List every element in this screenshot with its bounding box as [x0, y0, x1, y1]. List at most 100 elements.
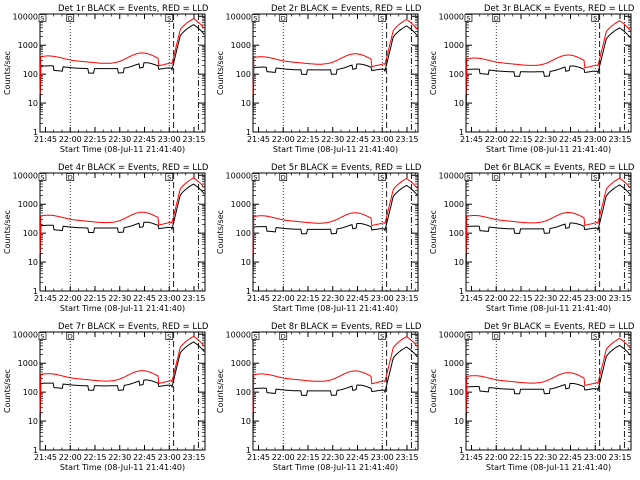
y-tick-label: 100: [236, 229, 251, 238]
series-lld: [39, 177, 205, 254]
x-tick-label: 22:00: [59, 135, 82, 144]
marker-box: [66, 173, 75, 181]
x-tick-label: 21:45: [460, 135, 483, 144]
y-axis-label: Counts/sec: [429, 210, 438, 254]
x-tick-label: 22:15: [509, 135, 532, 144]
y-tick-label: 1: [33, 446, 38, 455]
x-tick-label: 23:15: [395, 294, 418, 303]
x-tick-label: 22:15: [296, 453, 319, 462]
x-tick-label: 21:45: [34, 453, 57, 462]
x-tick-label: 23:00: [584, 135, 607, 144]
marker-box-label: D: [281, 174, 286, 182]
series-lld: [252, 336, 418, 413]
y-tick-label: 10000: [439, 330, 464, 339]
x-tick-label: 22:15: [296, 294, 319, 303]
y-tick-label: 10000: [13, 330, 38, 339]
y-tick-label: 1: [246, 287, 251, 296]
panel-8: Det 8r BLACK = Events, RED = LLD 1 10 100 10…: [216, 322, 422, 472]
y-tick-label: 10: [241, 417, 251, 426]
marker-box: [464, 14, 473, 22]
marker-box-label: S: [380, 15, 384, 23]
x-tick-label: 22:30: [321, 294, 344, 303]
marker-box: [591, 14, 600, 22]
panel-1: Det 1r BLACK = Events, RED = LLD 1 10 100 10…: [3, 4, 209, 154]
marker-box-label: S: [466, 15, 470, 23]
marker-box-label: S: [253, 174, 257, 182]
x-tick-label: 23:15: [182, 294, 205, 303]
x-tick-label: 21:45: [247, 453, 270, 462]
x-tick-label: 22:15: [509, 453, 532, 462]
series-lld: [252, 18, 418, 95]
x-tick-label: 23:15: [608, 294, 631, 303]
y-tick-label: 1000: [231, 359, 251, 368]
plot-frame: [39, 331, 206, 451]
x-tick-label: 23:00: [371, 453, 394, 462]
series-events: [39, 341, 205, 437]
x-tick-label: 22:00: [59, 453, 82, 462]
marker-box-label: S: [253, 333, 257, 341]
marker-box-label: S: [380, 333, 384, 341]
marker-box: [378, 14, 387, 22]
marker-box: [38, 332, 47, 340]
panel-6: Det 6r BLACK = Events, RED = LLD 1 10 100 10…: [429, 163, 635, 313]
panel-3: Det 3r BLACK = Events, RED = LLD 1 10 100 10…: [429, 4, 635, 154]
marker-box: [165, 332, 174, 340]
y-tick-label: 100: [23, 388, 38, 397]
marker-box: [38, 14, 47, 22]
x-tick-label: 22:45: [133, 453, 156, 462]
y-tick-label: 10: [28, 99, 38, 108]
panel-title: Det 9r BLACK = Events, RED = LLD: [484, 322, 635, 332]
series-events: [465, 27, 631, 119]
marker-box-label: S: [380, 174, 384, 182]
marker-box-label: D: [494, 174, 499, 182]
x-tick-label: 22:30: [534, 453, 557, 462]
x-tick-label: 22:15: [83, 294, 106, 303]
marker-box-label: S: [40, 174, 44, 182]
x-tick-label: 22:45: [346, 135, 369, 144]
y-tick-label: 1: [246, 446, 251, 455]
marker-box: [279, 14, 288, 22]
panel-title: Det 2r BLACK = Events, RED = LLD: [271, 4, 422, 14]
panel-title: Det 8r BLACK = Events, RED = LLD: [271, 322, 422, 332]
y-tick-label: 10: [241, 258, 251, 267]
marker-box-label: S: [593, 174, 597, 182]
y-tick-label: 10000: [13, 171, 38, 180]
x-axis-label: Start Time (08-Jul-11 21:41:40): [60, 463, 185, 472]
marker-box-label: D: [281, 15, 286, 23]
y-tick-label: 1000: [231, 41, 251, 50]
series-lld: [465, 20, 631, 95]
y-tick-label: 1000: [18, 41, 38, 50]
y-tick-label: 10: [28, 258, 38, 267]
x-tick-label: 22:00: [272, 294, 295, 303]
x-tick-label: 22:45: [559, 135, 582, 144]
y-axis-label: Counts/sec: [216, 210, 225, 254]
x-tick-label: 22:30: [321, 453, 344, 462]
y-tick-label: 10000: [13, 12, 38, 21]
marker-box-label: D: [68, 174, 73, 182]
x-tick-label: 21:45: [460, 294, 483, 303]
x-axis-label: Start Time (08-Jul-11 21:41:40): [273, 145, 398, 154]
y-tick-label: 1000: [444, 359, 464, 368]
y-tick-label: 100: [449, 229, 464, 238]
marker-box-label: S: [167, 174, 171, 182]
y-tick-label: 1: [459, 128, 464, 137]
x-tick-label: 22:45: [346, 453, 369, 462]
x-tick-label: 22:30: [321, 135, 344, 144]
marker-box: [591, 173, 600, 181]
marker-box: [165, 173, 174, 181]
y-tick-label: 100: [23, 70, 38, 79]
marker-box: [378, 173, 387, 181]
x-tick-label: 23:00: [158, 453, 181, 462]
series-lld: [39, 335, 205, 413]
y-tick-label: 100: [236, 388, 251, 397]
x-tick-label: 23:00: [371, 135, 394, 144]
series-lld: [465, 177, 631, 254]
x-tick-label: 22:15: [83, 135, 106, 144]
marker-box-label: S: [253, 15, 257, 23]
marker-box: [38, 173, 47, 181]
x-tick-label: 23:00: [584, 294, 607, 303]
marker-box: [464, 173, 473, 181]
x-tick-label: 23:15: [395, 135, 418, 144]
y-tick-label: 1000: [444, 41, 464, 50]
y-tick-label: 100: [449, 388, 464, 397]
